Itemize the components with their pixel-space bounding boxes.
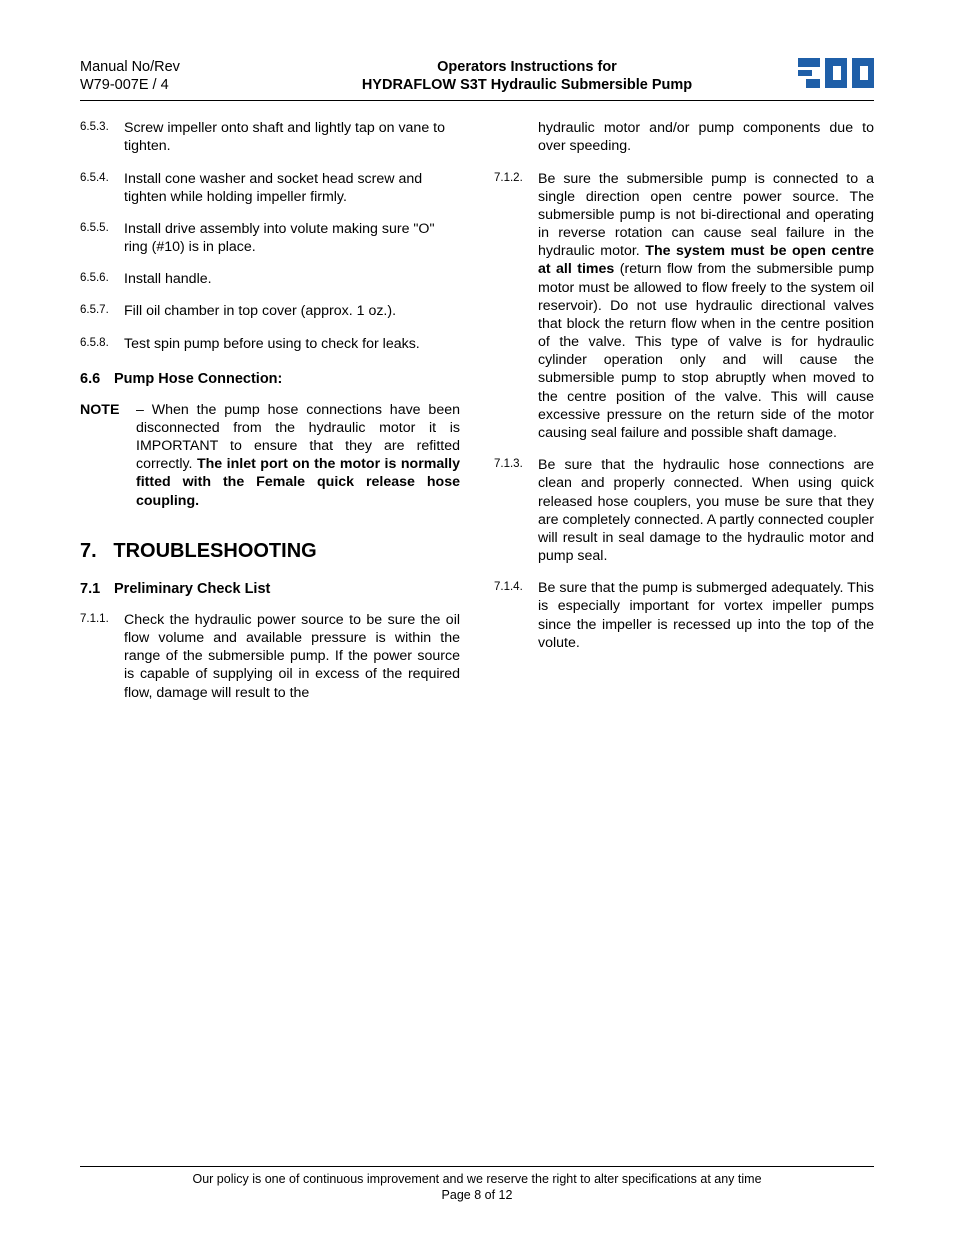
item-num: 6.5.5. (80, 220, 124, 256)
item-text: Screw impeller onto shaft and lightly ta… (124, 119, 460, 155)
item-text: Install cone washer and socket head scre… (124, 170, 460, 206)
list-item: 6.5.7.Fill oil chamber in top cover (app… (80, 302, 460, 320)
body-columns: 6.5.3.Screw impeller onto shaft and ligh… (80, 119, 874, 715)
note-text: – When the pump hose connections have be… (136, 401, 460, 510)
item-num: 6.5.7. (80, 302, 124, 320)
list-item: 6.5.5.Install drive assembly into volute… (80, 220, 460, 256)
right-column: hydraulic motor and/or pump components d… (494, 119, 874, 715)
header-title: Operators Instructions for HYDRAFLOW S3T… (270, 58, 784, 94)
item-text: Fill oil chamber in top cover (approx. 1… (124, 302, 460, 320)
page-header: Manual No/Rev W79-007E / 4 Operators Ins… (80, 58, 874, 101)
note-label: NOTE (80, 401, 136, 510)
list-item: 6.5.4.Install cone washer and socket hea… (80, 170, 460, 206)
item-text: Test spin pump before using to check for… (124, 335, 460, 353)
item-7-1-1-continuation: hydraulic motor and/or pump components d… (538, 119, 874, 155)
item-num: 7.1.3. (494, 456, 538, 565)
list-item: 6.5.6.Install handle. (80, 270, 460, 288)
title-line2: HYDRAFLOW S3T Hydraulic Submersible Pump (362, 77, 692, 93)
h1-num: 7. (80, 540, 97, 562)
h1-text: TROUBLESHOOTING (113, 540, 316, 562)
list-6-5: 6.5.3.Screw impeller onto shaft and ligh… (80, 119, 460, 353)
item-num: 6.5.6. (80, 270, 124, 288)
manual-no-label: Manual No/Rev (80, 59, 180, 75)
item-7-1-3: 7.1.3. Be sure that the hydraulic hose c… (494, 456, 874, 565)
subhead-num: 7.1 (80, 581, 114, 597)
spp-logo-icon (798, 58, 874, 88)
header-logo-container (784, 58, 874, 88)
footer-page-num: Page 8 of 12 (80, 1187, 874, 1203)
left-column: 6.5.3.Screw impeller onto shaft and ligh… (80, 119, 460, 715)
list-item: 6.5.3.Screw impeller onto shaft and ligh… (80, 119, 460, 155)
subhead-text: Preliminary Check List (114, 581, 270, 597)
item-text: Install drive assembly into volute makin… (124, 220, 460, 256)
item-7-1-4: 7.1.4. Be sure that the pump is submerge… (494, 579, 874, 652)
note-label-text: NOTE (80, 402, 119, 418)
item-text: Be sure that the hydraulic hose connecti… (538, 456, 874, 565)
item-num: 6.5.3. (80, 119, 124, 155)
item-num: 7.1.2. (494, 170, 538, 443)
item-text: Be sure that the pump is submerged adequ… (538, 579, 874, 652)
footer-policy: Our policy is one of continuous improvem… (80, 1171, 874, 1187)
note-6-6: NOTE – When the pump hose connections ha… (80, 401, 460, 510)
item-7-1-1: 7.1.1. Check the hydraulic power source … (80, 611, 460, 702)
note-dash: – (136, 402, 152, 418)
item-712-b: (return flow from the submersible pump m… (538, 261, 874, 441)
list-item: 6.5.8.Test spin pump before using to che… (80, 335, 460, 353)
item-num: 6.5.4. (80, 170, 124, 206)
item-text: Be sure the submersible pump is connecte… (538, 170, 874, 443)
item-num: 7.1.4. (494, 579, 538, 652)
title-line1: Operators Instructions for (437, 59, 617, 75)
item-num: 6.5.8. (80, 335, 124, 353)
document-page: Manual No/Rev W79-007E / 4 Operators Ins… (0, 0, 954, 1235)
item-num: 7.1.1. (80, 611, 124, 702)
subhead-num: 6.6 (80, 371, 114, 387)
subhead-text: Pump Hose Connection: (114, 371, 282, 387)
subhead-7-1: 7.1 Preliminary Check List (80, 581, 460, 597)
page-footer: Our policy is one of continuous improvem… (80, 1166, 874, 1204)
manual-no-value: W79-007E / 4 (80, 77, 169, 93)
header-manual-no: Manual No/Rev W79-007E / 4 (80, 58, 270, 94)
item-7-1-2: 7.1.2. Be sure the submersible pump is c… (494, 170, 874, 443)
subhead-6-6: 6.6 Pump Hose Connection: (80, 371, 460, 387)
item-text: Install handle. (124, 270, 460, 288)
heading-7: 7. TROUBLESHOOTING (80, 540, 460, 563)
item-text: Check the hydraulic power source to be s… (124, 611, 460, 702)
